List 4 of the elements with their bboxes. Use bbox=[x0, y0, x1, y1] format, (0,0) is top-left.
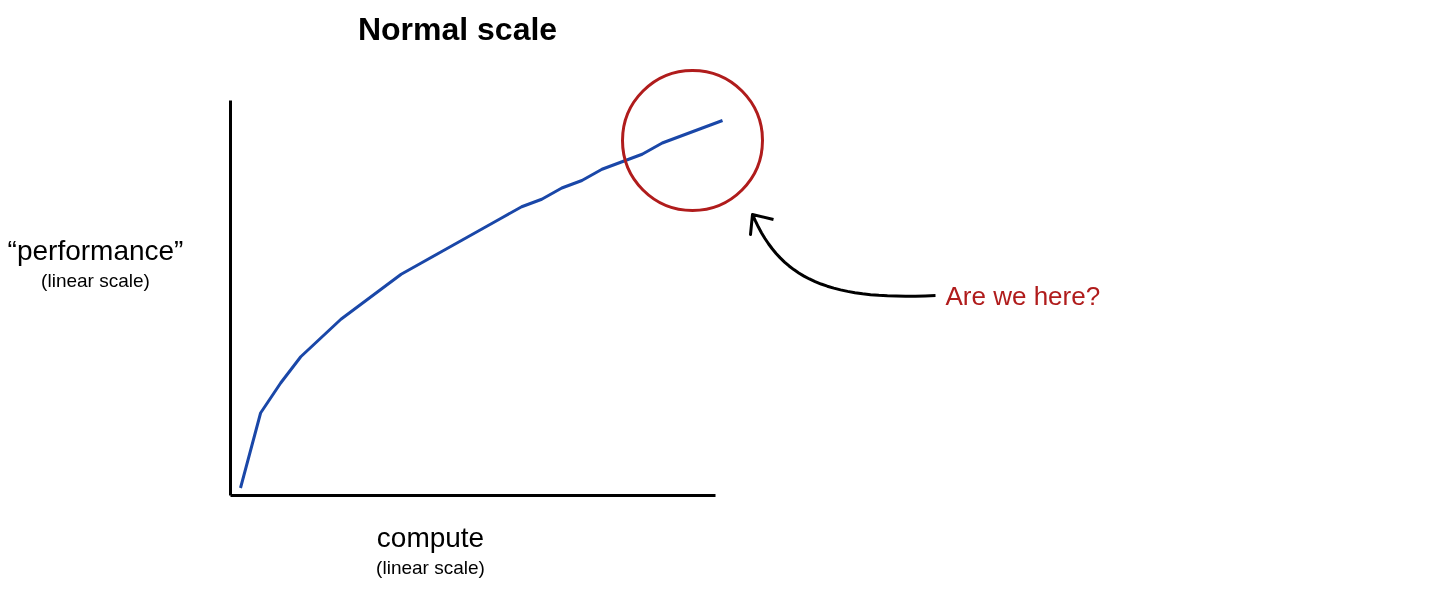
y-axis-title: “performance” (linear scale) bbox=[7, 235, 184, 291]
text: Are we here? bbox=[945, 280, 1101, 311]
chart-title: Normal scale bbox=[357, 10, 558, 47]
x-axis-title: compute (linear scale) bbox=[376, 522, 485, 578]
